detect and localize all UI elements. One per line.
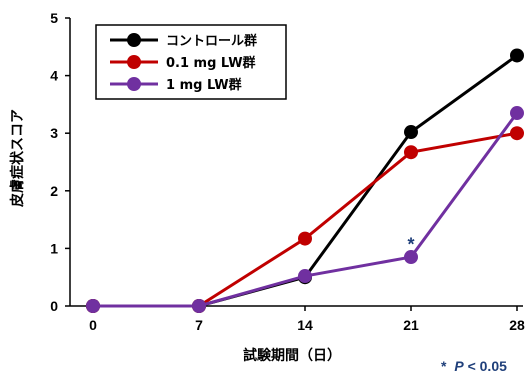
significance-marker: *: [407, 235, 414, 255]
y-tick-label: 5: [50, 10, 58, 26]
data-point: [298, 231, 312, 246]
data-point: [404, 250, 418, 265]
legend-item-2: 0.1 mg LW群: [110, 55, 256, 71]
data-point: [298, 269, 312, 284]
legend-item-3: 1 mg LW群: [110, 77, 242, 93]
x-tick-label: 21: [403, 317, 419, 333]
x-axis-label: 試験期間（日）: [243, 347, 341, 364]
data-point: [192, 299, 206, 313]
significance-note: * P < 0.05: [441, 358, 507, 374]
x-tick-label: 7: [195, 317, 203, 333]
y-tick-label: 2: [50, 183, 58, 199]
x-tick-label: 28: [509, 317, 525, 333]
legend-label: 1 mg LW群: [166, 77, 242, 93]
series-layer: [86, 48, 524, 313]
legend-item-1: コントロール群: [110, 33, 257, 49]
x-tick-label: 14: [297, 317, 313, 333]
significance-star: *: [441, 358, 447, 374]
y-tick-label: 0: [50, 298, 58, 314]
significance-p: P: [454, 358, 464, 374]
y-tick-label: 3: [50, 125, 58, 141]
legend-label: 0.1 mg LW群: [166, 55, 256, 71]
y-axis-label: 皮膚症状スコア: [9, 109, 26, 208]
significance-threshold: < 0.05: [468, 358, 508, 374]
series-2: [86, 126, 524, 313]
legend-label: コントロール群: [166, 33, 257, 49]
legend-swatch-marker: [127, 77, 141, 91]
data-point: [86, 299, 100, 313]
data-point: [510, 48, 524, 63]
x-tick-label: 0: [89, 317, 97, 333]
data-point: [404, 145, 418, 160]
legend: コントロール群 0.1 mg LW群 1 mg LW群: [95, 24, 287, 100]
data-point: [404, 125, 418, 140]
legend-swatch-marker: [127, 55, 141, 69]
series-3: [86, 106, 524, 313]
legend-swatch-marker: [127, 33, 141, 47]
annotation-layer: *: [407, 235, 414, 255]
data-point: [510, 106, 524, 121]
y-tick-label: 1: [50, 240, 58, 256]
data-point: [510, 126, 524, 141]
y-tick-label: 4: [50, 68, 58, 84]
